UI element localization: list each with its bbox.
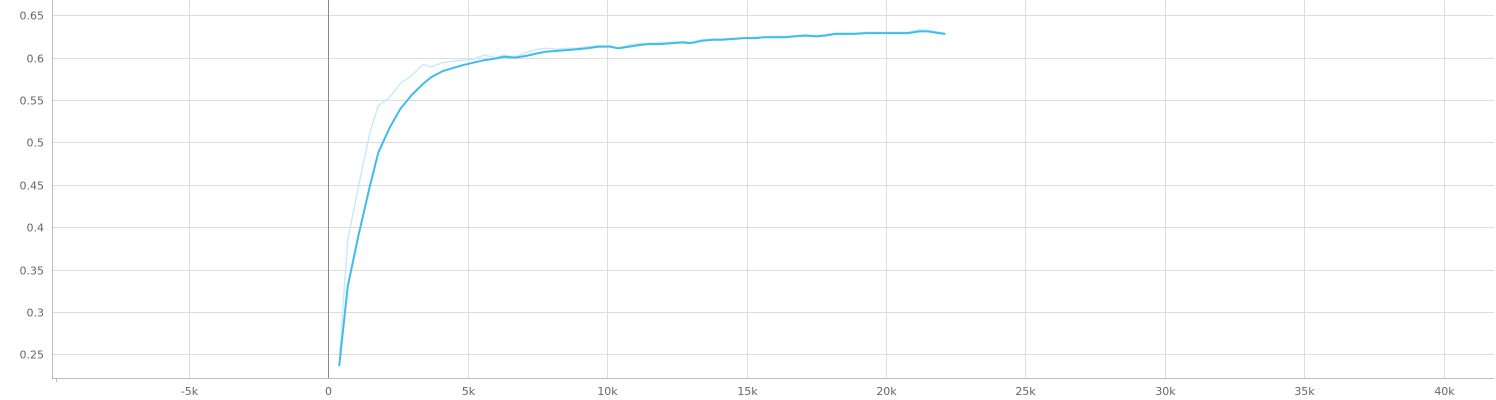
y-tick-label: 0.5 [27, 137, 45, 150]
y-tick-label: 0.35 [20, 265, 45, 278]
smoothed-series-line [338, 30, 946, 367]
x-tick-label: 15k [737, 385, 758, 398]
y-tick-label: 0.6 [27, 53, 45, 66]
y-tick-label: 0.65 [20, 10, 45, 23]
y-tick-label: 0.4 [27, 222, 45, 235]
x-tick-label: -5k [181, 385, 199, 398]
grid [52, 0, 1494, 378]
y-tick-label: 0.55 [20, 95, 45, 108]
axes [52, 0, 1494, 382]
x-tick-label: 25k [1015, 385, 1036, 398]
x-tick-label: 30k [1155, 385, 1176, 398]
y-tick-label: 0.3 [27, 307, 45, 320]
x-axis-tick-labels: -5k 0 5k 10k 15k 20k 25k 30k 35k 40k [181, 385, 1455, 398]
x-tick-label: 20k [876, 385, 897, 398]
x-tick-label: 0 [325, 385, 332, 398]
x-tick-label: 5k [462, 385, 476, 398]
x-tick-label: 10k [597, 385, 618, 398]
y-axis-tick-labels: 0.25 0.3 0.35 0.4 0.45 0.5 0.55 0.6 0.65 [20, 10, 45, 362]
series [338, 28, 946, 367]
y-tick-label: 0.45 [20, 180, 45, 193]
y-tick-label: 0.25 [20, 349, 45, 362]
x-tick-label: 35k [1294, 385, 1315, 398]
x-tick-label: 40k [1434, 385, 1455, 398]
